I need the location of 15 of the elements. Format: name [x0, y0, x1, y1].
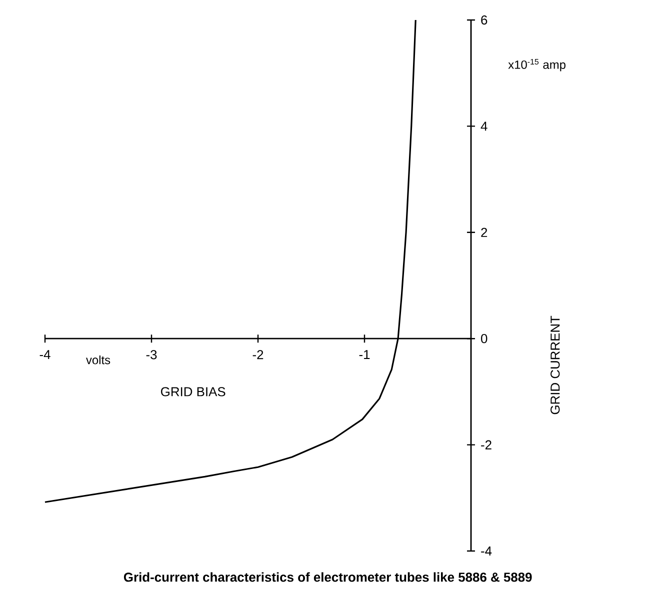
- y-tick-label: -4: [481, 546, 492, 556]
- y-tick-label: 0: [481, 334, 488, 344]
- y-tick-label: 4: [480, 122, 488, 131]
- text: Grid-current characteristics of electrometer tubes like 5886 & 5889: [124, 572, 532, 582]
- x-tick-label: -2: [252, 350, 264, 360]
- x-axis-title: GRID BIAS: [161, 387, 226, 396]
- y-axis-title: GRID CURRENT: [550, 316, 560, 414]
- x-tick-label: -4: [40, 350, 50, 359]
- x-tick-label: -1: [359, 350, 370, 359]
- x-tick-label: -3: [146, 350, 157, 360]
- annotation: volts: [86, 355, 110, 364]
- text: x10$^{-15}$ amp: [508, 58, 566, 72]
- y-tick-label: 6: [481, 15, 488, 25]
- y-tick-label: -2: [481, 440, 492, 450]
- y-tick-label: 2: [481, 228, 488, 237]
